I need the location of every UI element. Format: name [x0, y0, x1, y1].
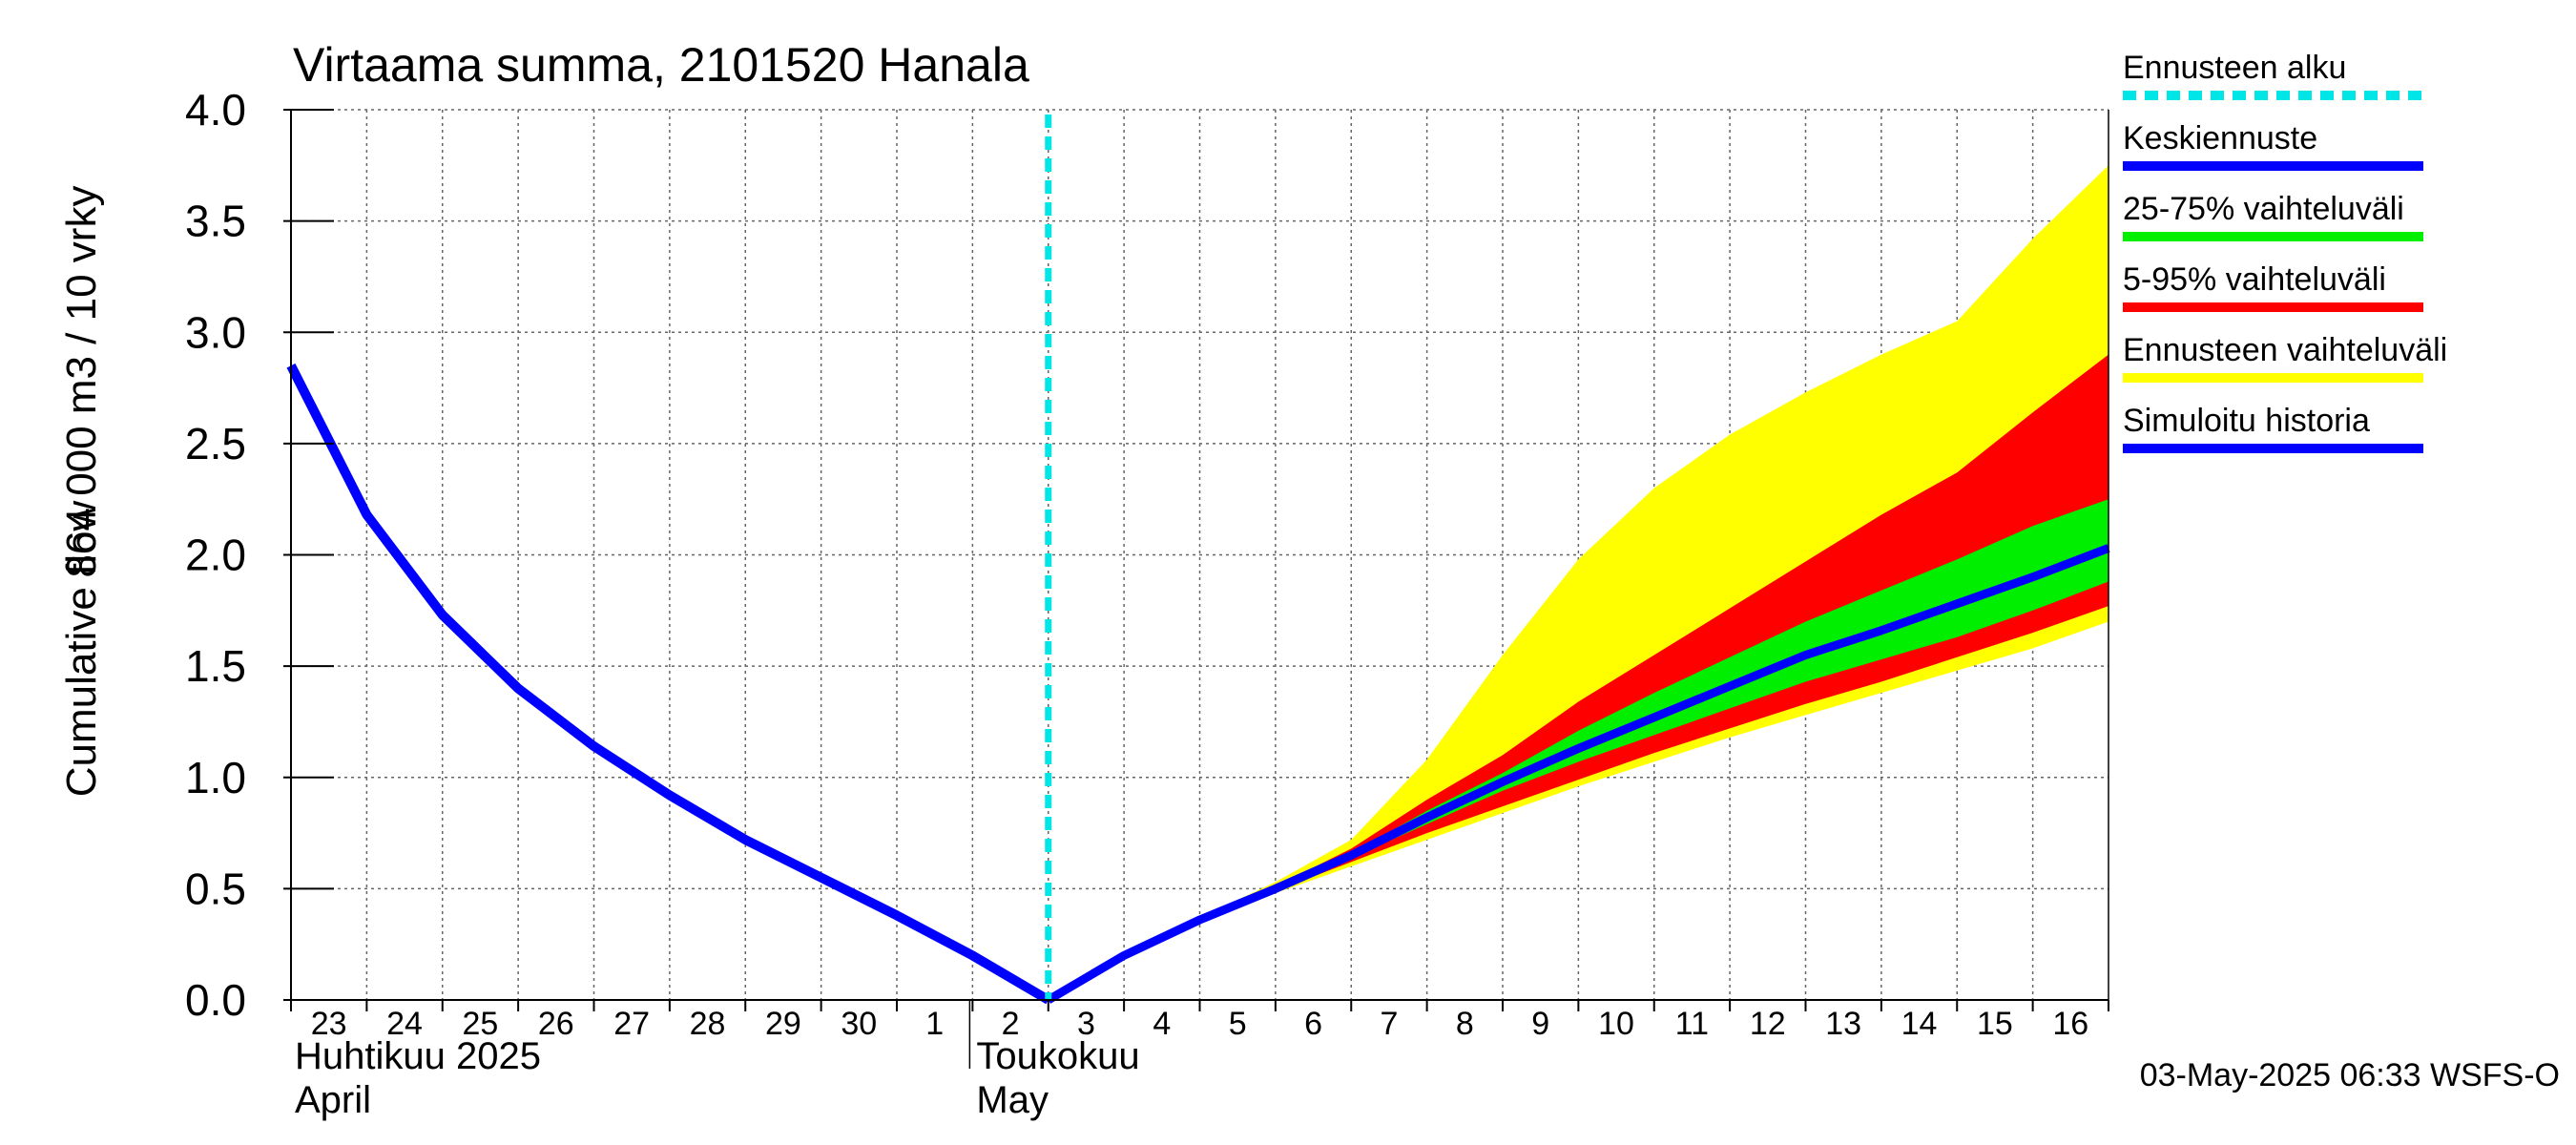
- legend-label: Simuloitu historia: [2123, 403, 2370, 439]
- month-label-en: May: [976, 1079, 1049, 1121]
- y-tick-label: 4.0: [185, 85, 246, 135]
- y-tick-label: 2.0: [185, 531, 246, 580]
- x-day-label: 25: [463, 1006, 499, 1042]
- x-day-label: 3: [1077, 1006, 1095, 1042]
- x-day-label: 24: [386, 1006, 423, 1042]
- legend-label: 25-75% vaihteluväli: [2123, 191, 2404, 227]
- axes: 0.00.51.01.52.02.53.03.54.023 24 25 26 27 28 2…: [185, 85, 2109, 1121]
- median-forecast-line: [1046, 544, 2110, 1004]
- y-tick-label: 3.0: [185, 307, 246, 357]
- timestamp-footer: 03-May-2025 06:33 WSFS-O: [2140, 1057, 2560, 1093]
- plot-area: [286, 109, 2110, 1005]
- x-day-label: 2: [1002, 1006, 1020, 1042]
- x-day-label: 4: [1153, 1006, 1171, 1042]
- x-day-label: 7: [1380, 1006, 1398, 1042]
- x-day-label: 28: [690, 1006, 726, 1042]
- x-day-label: 16: [2052, 1006, 2088, 1042]
- y-tick-label: 3.5: [185, 197, 246, 246]
- x-day-label: 26: [538, 1006, 574, 1042]
- y-tick-label: 0.0: [185, 975, 246, 1025]
- y-tick-label: 1.0: [185, 753, 246, 802]
- legend-label: Ennusteen vaihteluväli: [2123, 332, 2447, 368]
- month-label-fi: Toukokuu: [976, 1035, 1139, 1077]
- y-tick-label: 0.5: [185, 864, 246, 913]
- x-day-label: 6: [1304, 1006, 1322, 1042]
- x-day-label: 30: [841, 1006, 877, 1042]
- chart-title: Virtaama summa, 2101520 Hanala: [293, 38, 1029, 92]
- legend-label: Keskiennuste: [2123, 120, 2317, 156]
- x-day-label: 8: [1456, 1006, 1474, 1042]
- legend-label: Ennusteen alku: [2123, 50, 2346, 86]
- forecast-range-band: [1048, 165, 2109, 1001]
- x-day-label: 29: [765, 1006, 801, 1042]
- month-label-fi: Huhtikuu 2025: [295, 1035, 541, 1077]
- x-day-label: 10: [1598, 1006, 1634, 1042]
- y-tick-label: 1.5: [185, 641, 246, 691]
- legend: Ennusteen alku Keskiennuste 25-75% vaihtel…: [2123, 50, 2447, 453]
- y-tick-label: 2.5: [185, 419, 246, 468]
- y-axis-label-line2: 864 000 m3 / 10 vrky: [58, 186, 105, 578]
- x-day-label: 1: [925, 1006, 944, 1042]
- x-day-label: 14: [1901, 1006, 1938, 1042]
- x-day-label: 5: [1229, 1006, 1247, 1042]
- month-label-en: April: [295, 1079, 371, 1121]
- x-day-label: 23: [311, 1006, 347, 1042]
- x-day-label: 13: [1825, 1006, 1861, 1042]
- legend-label: 5-95% vaihteluväli: [2123, 261, 2386, 298]
- x-day-label: 27: [613, 1006, 650, 1042]
- x-day-label: 12: [1750, 1006, 1786, 1042]
- x-day-label: 9: [1531, 1006, 1549, 1042]
- x-day-label: 11: [1675, 1006, 1709, 1042]
- simulated-history-line: [286, 363, 1051, 1005]
- x-day-label: 15: [1977, 1006, 2013, 1042]
- y-axis-label-line1: Cumulative flow: [58, 501, 105, 798]
